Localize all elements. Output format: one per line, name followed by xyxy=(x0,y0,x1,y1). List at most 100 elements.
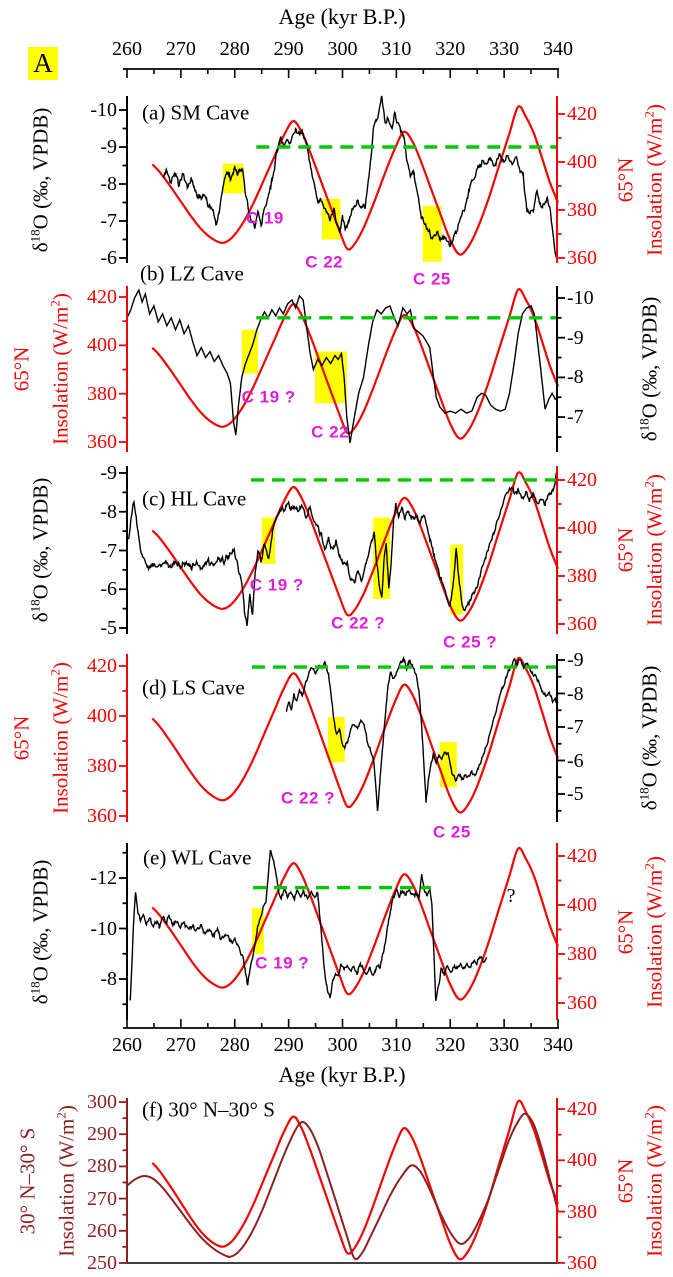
panel-c-d18o-axis-label: δ18O (‰, VPDB) xyxy=(27,477,53,623)
bottom-axis-title: Age (kyr B.P.) xyxy=(278,1062,406,1087)
panel-d-curves xyxy=(151,655,559,814)
event-label-c25: C 25 ? xyxy=(443,632,498,652)
bottom-age-axis-tick-label: 280 xyxy=(219,1034,250,1056)
panel-e-insolation-tick-label: 380 xyxy=(567,943,597,965)
panel-c-insolation-axis-label-65n: 65°N xyxy=(613,527,638,573)
panel-a-title: (a) SM Cave xyxy=(142,100,250,125)
event-highlight xyxy=(422,206,442,262)
event-highlight xyxy=(222,163,244,194)
panel-a-d18o-tick-label: -7 xyxy=(100,210,117,232)
panel-f-tropical-axis-label: Insolation (W/m2) xyxy=(53,1104,79,1257)
panel-a-d18o-tick-label: -8 xyxy=(100,173,117,195)
panel-c-d18o-tick-label: -7 xyxy=(100,539,117,562)
panel-d-insolation-tick-label: 420 xyxy=(87,655,117,677)
panel-b-insolation-tick-label: 360 xyxy=(87,431,117,454)
insolation-65n-curve xyxy=(151,656,559,814)
panel-d-title: (d) LS Cave xyxy=(142,675,245,700)
panel-e-insolation-tick-label: 420 xyxy=(567,845,597,867)
panel-d-d18o-tick-label: -6 xyxy=(567,749,584,772)
d18o-record-curve xyxy=(162,95,559,263)
panel-a-insolation-axis-label-65n: 65°N xyxy=(613,157,638,202)
panel-e-d18o-tick-label: -8 xyxy=(100,968,117,990)
panel-f-tropical-axis-label-lat: 30° N–30° S xyxy=(15,1127,40,1234)
panel-e-title: (e) WL Cave xyxy=(143,845,252,870)
panel-b-insolation-axis-label-65n: 65°N xyxy=(9,346,34,392)
bottom-age-axis-tick-label: 290 xyxy=(273,1034,304,1056)
event-label-c19: C 19 ? xyxy=(241,387,296,407)
panel-c-insolation-tick-label: 360 xyxy=(567,613,597,635)
top-age-axis-tick-label: 320 xyxy=(435,38,466,60)
top-age-axis xyxy=(123,68,559,78)
panel-d-insolation-tick-label: 380 xyxy=(87,755,117,777)
event-highlight xyxy=(450,544,464,615)
panel-a-insolation-axis-label: Insolation (W/m2) xyxy=(641,103,667,256)
event-label-c22: C 22 ? xyxy=(331,613,386,633)
bottom-age-axis-tick-label: 330 xyxy=(489,1034,520,1056)
panel-e xyxy=(119,843,565,1020)
panel-d xyxy=(119,654,565,822)
insolation-65n-curve xyxy=(151,105,559,256)
panel-d-insolation-axis-label-65n: 65°N xyxy=(9,715,34,761)
event-highlight xyxy=(251,908,264,954)
event-label-c25: C 25 xyxy=(432,822,471,842)
event-label-c19: C 19 ? xyxy=(255,953,310,973)
panel-f-tropical-tick-label: 280 xyxy=(87,1155,117,1178)
panel-e-insolation-tick-label: 360 xyxy=(567,992,597,1014)
panel-e-insolation-axis-label-65n: 65°N xyxy=(613,909,638,954)
panel-e-curves xyxy=(129,846,559,1002)
panel-f-tropical-tick-label: 270 xyxy=(87,1187,117,1210)
panel-b-d18o-tick-label: -7 xyxy=(567,406,584,429)
panel-d-insolation-tick-label: 360 xyxy=(87,805,117,827)
d18o-record-curve xyxy=(285,655,559,812)
panel-c-d18o-tick-label: -8 xyxy=(100,500,117,523)
panel-f-curves xyxy=(126,1099,559,1261)
panel-f xyxy=(119,1098,565,1264)
insolation-65n-curve xyxy=(151,288,559,440)
panel-a-insolation-tick-label: 400 xyxy=(567,151,597,173)
bottom-age-axis-tick-label: 300 xyxy=(327,1034,358,1056)
panel-d-d18o-tick-label: -7 xyxy=(567,716,584,738)
bottom-age-axis-tick-label: 320 xyxy=(435,1034,466,1056)
panel-c-title: (c) HL Cave xyxy=(142,486,247,511)
top-age-axis-tick-label: 290 xyxy=(273,38,304,60)
panel-b-d18o-axis-label: δ18O (‰, VPDB) xyxy=(636,296,662,442)
panel-a-insolation-tick-label: 380 xyxy=(567,199,597,221)
panel-b-insolation-tick-label: 420 xyxy=(87,286,117,308)
top-age-axis-tick-label: 310 xyxy=(381,38,412,60)
bottom-age-axis-tick-label: 310 xyxy=(381,1034,412,1056)
d18o-record-curve xyxy=(127,472,559,626)
top-age-axis-tick-label: 330 xyxy=(489,38,520,60)
event-label-c19: C 19 ? xyxy=(249,575,304,595)
top-axis-title: Age (kyr B.P.) xyxy=(278,4,406,29)
event-label-c22: C 22 ? xyxy=(281,788,336,808)
panel-b-d18o-tick-label: -10 xyxy=(567,287,594,309)
event-highlight xyxy=(322,198,341,240)
d18o-record-curve xyxy=(129,849,488,1002)
panel-f-tropical-tick-label: 260 xyxy=(87,1219,117,1242)
top-age-axis-tick-label: 340 xyxy=(543,38,573,60)
panel-c-d18o-tick-label: -5 xyxy=(100,617,117,639)
bottom-age-axis-tick-label: 270 xyxy=(165,1034,196,1056)
panel-b-d18o-tick-label: -9 xyxy=(567,326,584,349)
panel-a-d18o-tick-label: -9 xyxy=(100,136,117,158)
panel-d-d18o-tick-label: -8 xyxy=(567,682,584,705)
insolation-30n30s-curve xyxy=(126,1112,559,1261)
event-label-c19: C 19 xyxy=(245,208,284,228)
panel-f-title: (f) 30° N–30° S xyxy=(142,1097,275,1122)
panel-c-d18o-tick-label: -6 xyxy=(100,578,117,601)
panel-c-insolation-axis-label: Insolation (W/m2) xyxy=(641,474,667,626)
panel-c-d18o-tick-label: -9 xyxy=(100,462,117,484)
top-age-axis-tick-label: 270 xyxy=(165,38,196,60)
panel-f-insolation-tick-label: 400 xyxy=(567,1149,597,1172)
panel-f-insolation-axis-label-65n: 65°N xyxy=(613,1158,638,1203)
event-label-c22: C 22 xyxy=(311,422,350,442)
bottom-age-axis-tick-label: 340 xyxy=(543,1034,573,1056)
panel-b-insolation-axis-label: Insolation (W/m2) xyxy=(47,293,73,445)
event-label-c22: C 22 xyxy=(305,252,344,272)
panel-a-d18o-tick-label: -6 xyxy=(100,247,117,269)
panel-c-curves xyxy=(127,471,559,626)
panel-d-d18o-axis-label: δ18O (‰, VPDB) xyxy=(636,665,662,811)
panel-f-tropical-tick-label: 250 xyxy=(87,1252,117,1274)
